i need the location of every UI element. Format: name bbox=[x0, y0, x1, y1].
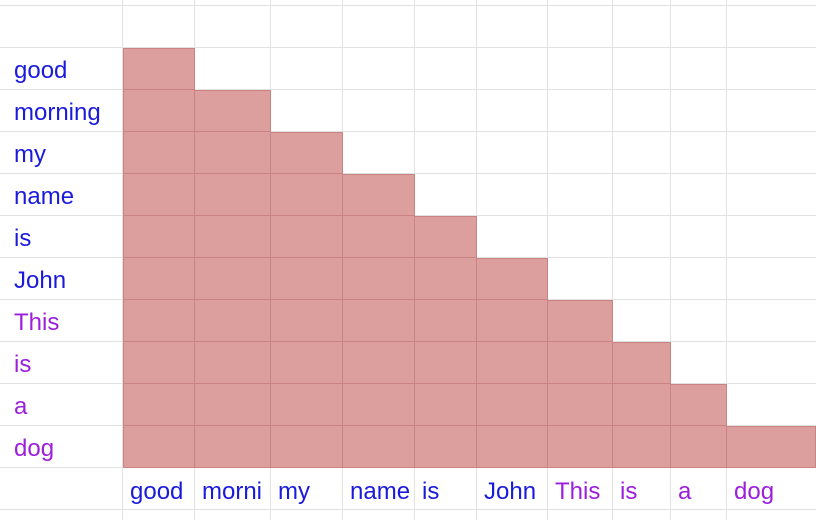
gridline-horizontal bbox=[0, 47, 816, 48]
mask-cell bbox=[548, 342, 613, 384]
mask-cell bbox=[548, 300, 613, 342]
mask-cell bbox=[271, 216, 343, 258]
mask-cell bbox=[415, 258, 477, 300]
mask-cell bbox=[477, 384, 548, 426]
mask-cell bbox=[477, 258, 548, 300]
mask-cell bbox=[477, 426, 548, 468]
row-label: John bbox=[14, 267, 67, 294]
mask-cell bbox=[727, 426, 816, 468]
mask-cell bbox=[415, 216, 477, 258]
column-label: is bbox=[620, 480, 638, 504]
column-label: This bbox=[555, 480, 601, 504]
mask-cell bbox=[271, 384, 343, 426]
gridline-vertical bbox=[670, 0, 671, 520]
mask-cell bbox=[343, 258, 415, 300]
mask-cell bbox=[613, 384, 671, 426]
mask-cell bbox=[548, 384, 613, 426]
gridline-horizontal bbox=[0, 173, 816, 174]
row-label: is bbox=[14, 225, 32, 252]
column-label: my bbox=[278, 480, 310, 504]
mask-cell bbox=[548, 426, 613, 468]
gridline-vertical bbox=[612, 0, 613, 520]
column-label: a bbox=[678, 480, 692, 504]
mask-cell bbox=[123, 384, 195, 426]
column-label: John bbox=[484, 480, 537, 504]
row-label: name bbox=[14, 183, 75, 210]
mask-cell bbox=[343, 384, 415, 426]
mask-cell bbox=[123, 426, 195, 468]
mask-cell bbox=[271, 300, 343, 342]
mask-cell bbox=[477, 342, 548, 384]
mask-cell bbox=[195, 90, 271, 132]
mask-cell bbox=[123, 132, 195, 174]
mask-cell bbox=[195, 174, 271, 216]
column-label: good bbox=[130, 480, 184, 504]
mask-cell bbox=[271, 258, 343, 300]
mask-cell bbox=[195, 300, 271, 342]
mask-cell bbox=[613, 426, 671, 468]
gridline-horizontal bbox=[0, 89, 816, 90]
mask-cell bbox=[123, 258, 195, 300]
mask-cell bbox=[343, 216, 415, 258]
gridline-horizontal bbox=[0, 5, 816, 6]
mask-cell bbox=[123, 216, 195, 258]
row-label: This bbox=[14, 309, 60, 336]
mask-cell bbox=[613, 342, 671, 384]
mask-cell bbox=[415, 300, 477, 342]
mask-cell bbox=[195, 258, 271, 300]
mask-cell bbox=[271, 132, 343, 174]
gridline-vertical bbox=[726, 0, 727, 520]
gridline-vertical bbox=[122, 0, 123, 520]
mask-cell bbox=[271, 174, 343, 216]
column-label: is bbox=[422, 480, 440, 504]
mask-cell bbox=[123, 90, 195, 132]
mask-cell bbox=[671, 384, 727, 426]
mask-cell bbox=[123, 48, 195, 90]
mask-cell bbox=[343, 300, 415, 342]
column-label: name bbox=[350, 480, 411, 504]
mask-cell bbox=[123, 342, 195, 384]
mask-cell bbox=[343, 342, 415, 384]
mask-cell bbox=[415, 384, 477, 426]
mask-cell bbox=[415, 426, 477, 468]
mask-cell bbox=[343, 426, 415, 468]
gridline-horizontal bbox=[0, 509, 816, 510]
mask-cell bbox=[671, 426, 727, 468]
row-label: my bbox=[14, 141, 46, 168]
mask-cell bbox=[123, 174, 195, 216]
mask-cell bbox=[477, 300, 548, 342]
mask-cell bbox=[415, 342, 477, 384]
mask-cell bbox=[195, 342, 271, 384]
column-label: dog bbox=[734, 480, 775, 504]
mask-cell bbox=[195, 216, 271, 258]
row-label: good bbox=[14, 57, 68, 84]
mask-cell bbox=[271, 426, 343, 468]
mask-cell bbox=[195, 132, 271, 174]
mask-cell bbox=[195, 426, 271, 468]
column-label: morni bbox=[202, 480, 263, 504]
mask-cell bbox=[195, 384, 271, 426]
gridline-horizontal bbox=[0, 131, 816, 132]
row-label: morning bbox=[14, 99, 101, 126]
mask-cell bbox=[271, 342, 343, 384]
row-label: dog bbox=[14, 435, 55, 462]
row-label: a bbox=[14, 393, 28, 420]
mask-cell bbox=[343, 174, 415, 216]
mask-cell bbox=[123, 300, 195, 342]
row-label: is bbox=[14, 351, 32, 378]
